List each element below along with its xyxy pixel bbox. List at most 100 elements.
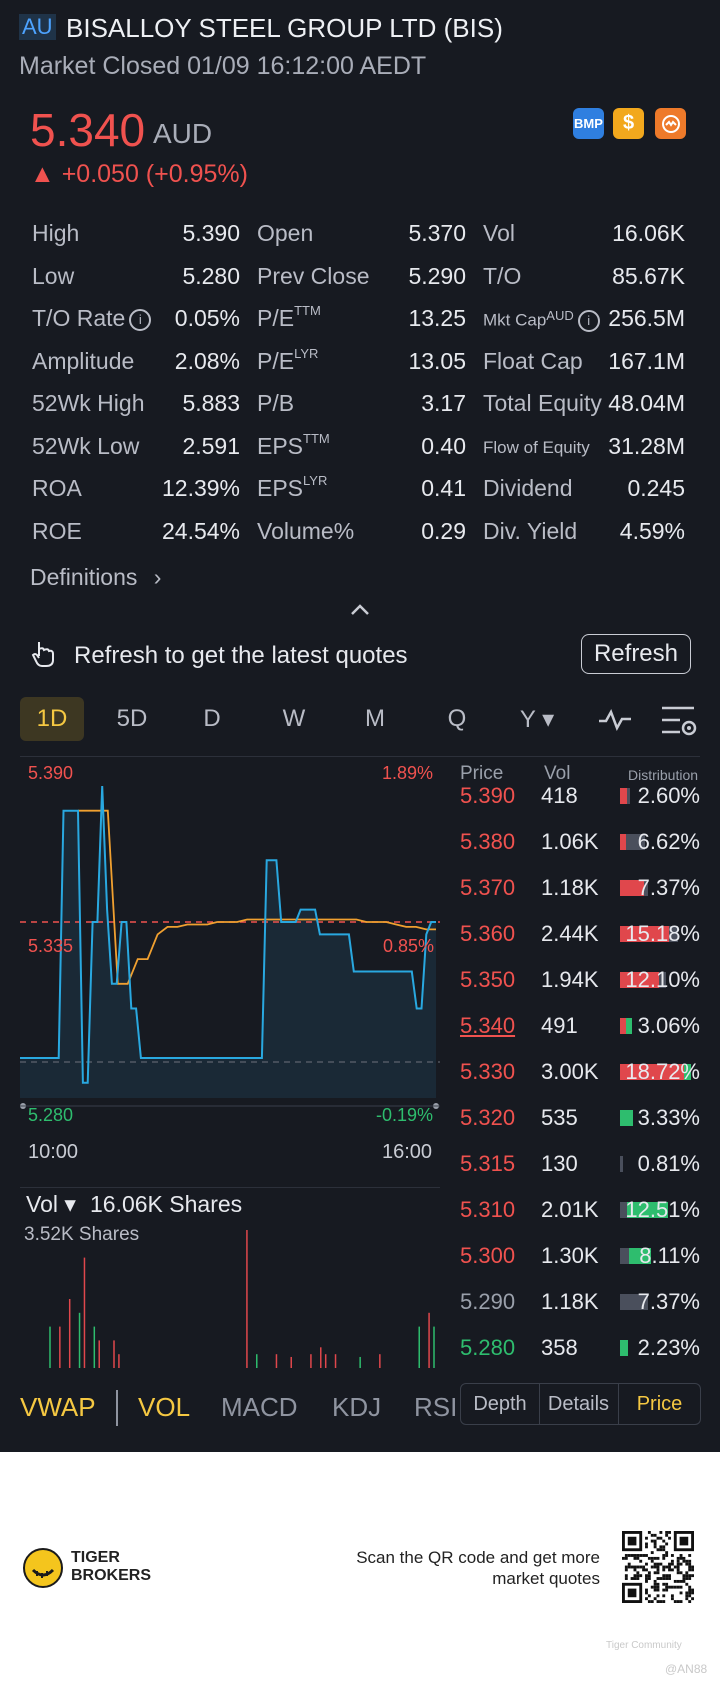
stat-value: 5.390	[182, 220, 240, 246]
row-vol: 1.18K	[541, 875, 599, 900]
stat-value: 0.40	[421, 432, 466, 459]
watermark-community: Tiger Community	[606, 1640, 682, 1651]
collapse-chevron-icon[interactable]	[349, 603, 371, 617]
tab-weekly[interactable]: W	[282, 705, 306, 732]
distribution-bar	[620, 1294, 648, 1310]
chart-type-icon[interactable]	[597, 707, 633, 733]
stat-label: Dividend	[483, 475, 573, 501]
sell-bar	[620, 1018, 626, 1034]
vol-total: 16.06K Shares	[90, 1191, 243, 1217]
tab-macd[interactable]: MACD	[221, 1392, 298, 1422]
stat-label: P/B	[257, 390, 295, 416]
row-pct: 18.72%	[625, 1059, 700, 1084]
stat-value: 5.370	[408, 220, 466, 246]
tab-price[interactable]: Price	[619, 1383, 701, 1425]
row-price: 5.390	[460, 783, 516, 808]
brand-name: TIGER BROKERS	[71, 1549, 152, 1584]
stat-value: 12.39%	[161, 475, 240, 501]
quote-screen: AU BISALLOY STEEL GROUP LTD (BIS) Market…	[0, 0, 720, 1452]
last-price: 5.340	[30, 104, 146, 156]
row-vol: 1.18K	[541, 1289, 599, 1314]
chart-low-label: 5.280	[28, 1105, 74, 1125]
qr-code[interactable]	[622, 1531, 694, 1603]
vol-selector[interactable]: Vol ▾	[26, 1191, 76, 1217]
row-pct: 6.62%	[637, 829, 700, 854]
stat-label: Amplitude	[32, 347, 135, 374]
row-vol: 535	[541, 1105, 578, 1130]
sell-bar	[620, 972, 660, 988]
intraday-chart[interactable]	[20, 758, 440, 1133]
info-icon[interactable]: i	[129, 308, 152, 331]
stat-label: P/ETTM	[257, 303, 321, 331]
stat-label: Volume%	[257, 517, 355, 544]
info-icon[interactable]: i	[577, 310, 600, 332]
price-change: ▲ +0.050 (+0.95%)	[30, 160, 248, 188]
stat-value: 5.883	[182, 390, 240, 416]
market-tag: AU	[19, 14, 56, 40]
tab-vol[interactable]: VOL	[138, 1392, 191, 1422]
stock-title: BISALLOY STEEL GROUP LTD (BIS)	[66, 13, 503, 43]
scan-prompt: Scan the QR code and get more market quo…	[356, 1548, 600, 1588]
row-vol: 2.01K	[541, 1197, 599, 1222]
tab-vwap[interactable]: VWAP	[20, 1392, 96, 1422]
time-start: 10:00	[28, 1141, 79, 1163]
dollar-badge-icon[interactable]: $	[613, 108, 644, 139]
stat-label: T/O	[483, 262, 522, 289]
tab-monthly[interactable]: M	[365, 705, 385, 732]
refresh-button[interactable]: Refresh	[581, 634, 691, 674]
stat-label: EPSTTM	[257, 430, 330, 459]
tab-kdj[interactable]: KDJ	[332, 1392, 382, 1422]
row-pct: 0.81%	[637, 1151, 700, 1176]
chart-mid-label: 5.335	[28, 936, 74, 956]
row-vol: 1.94K	[541, 967, 599, 992]
definitions-link[interactable]: Definitions ›	[30, 564, 162, 590]
row-pct: 2.60%	[637, 783, 700, 808]
stat-label: Total Equity	[483, 390, 602, 416]
sell-bar	[620, 834, 627, 850]
tab-5d[interactable]: 5D	[116, 705, 148, 732]
bmp-badge-icon[interactable]: BMP	[573, 108, 604, 139]
stat-label: Flow of Equity	[483, 437, 590, 457]
buy-bar	[627, 1202, 668, 1218]
stat-label: Div. Yield	[483, 517, 578, 544]
chart-high-pct: 1.89%	[382, 763, 434, 783]
stat-label: 52Wk Low	[32, 432, 140, 459]
row-price: 5.290	[460, 1289, 516, 1314]
tab-yearly[interactable]: Y ▾	[519, 705, 555, 733]
divider	[116, 1390, 118, 1426]
chart-settings-icon[interactable]	[660, 704, 698, 736]
chart-low-pct: -0.19%	[376, 1105, 434, 1125]
divider	[20, 756, 700, 757]
tab-depth[interactable]: Depth	[460, 1383, 540, 1425]
row-pct: 2.23%	[637, 1335, 700, 1360]
distribution-bar	[620, 834, 646, 850]
row-price: 5.320	[460, 1105, 516, 1130]
stat-value: 31.28M	[608, 432, 685, 459]
tab-rsi[interactable]: RSI	[414, 1392, 458, 1422]
buy-bar	[620, 1110, 633, 1126]
watermark-user: @AN88	[665, 1662, 708, 1676]
stat-value: 5.290	[408, 262, 466, 289]
stat-value: 4.59%	[619, 517, 685, 544]
buy-bar	[684, 1064, 692, 1080]
price-header: Price	[460, 763, 504, 784]
stat-value: 13.25	[408, 305, 466, 331]
row-price: 5.330	[460, 1059, 516, 1084]
stat-value: 24.54%	[161, 517, 240, 544]
tab-quarterly[interactable]: Q	[447, 705, 467, 732]
tab-1d[interactable]: 1D	[20, 697, 84, 741]
tab-daily[interactable]: D	[203, 705, 221, 732]
stat-value: 85.67K	[612, 262, 685, 289]
vwap-line	[78, 809, 436, 985]
tiger-badge-icon[interactable]	[655, 108, 686, 139]
row-price: 5.360	[460, 921, 516, 946]
tab-details[interactable]: Details	[539, 1383, 619, 1425]
row-price: 5.340	[460, 1013, 516, 1038]
price-area	[20, 786, 436, 1098]
stat-value: 2.08%	[174, 347, 240, 374]
stat-label: Prev Close	[257, 262, 370, 289]
stat-value: 256.5M	[608, 305, 685, 331]
distribution-header: Distribution	[628, 767, 699, 783]
row-pct: 12.10%	[625, 967, 700, 992]
stat-label: Open	[257, 220, 314, 246]
